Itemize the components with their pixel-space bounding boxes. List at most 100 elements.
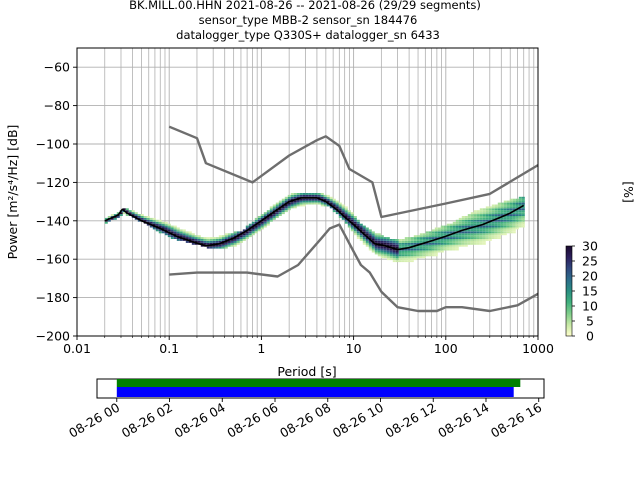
heatmap-cell	[500, 233, 504, 236]
y-axis-label: Power [m²/s⁴/Hz] [dB]	[5, 125, 20, 260]
heatmap-cell	[500, 202, 504, 205]
heatmap-cell	[497, 212, 501, 215]
heatmap-cell	[518, 214, 522, 216]
colorbar-tick-label: 10	[582, 299, 598, 314]
heatmap-cell	[395, 246, 399, 249]
heatmap-cell	[518, 212, 522, 215]
heatmap-cell	[128, 212, 132, 215]
heatmap-cell	[287, 202, 291, 205]
heatmap-cell	[218, 241, 222, 243]
heatmap-cell	[176, 239, 180, 241]
heatmap-cell	[218, 246, 222, 249]
colorbar-tick-label: 5	[586, 314, 594, 329]
heatmap-cell	[158, 225, 162, 228]
heatmap-cell	[290, 200, 294, 203]
heatmap-cell	[290, 196, 294, 199]
heatmap-cell	[521, 212, 525, 215]
heatmap-cell	[323, 202, 327, 205]
heatmap-cell	[407, 244, 411, 247]
heatmap-cell	[368, 235, 372, 238]
colorbar-label: [%]	[621, 181, 636, 203]
heatmap-cell	[167, 223, 171, 226]
heatmap-cell	[512, 221, 516, 224]
heatmap-cell	[125, 214, 129, 216]
heatmap-cell	[284, 196, 288, 199]
heatmap-cell	[329, 198, 333, 201]
heatmap-cell	[440, 227, 444, 230]
heatmap-cell	[452, 223, 456, 226]
heatmap-cell	[317, 193, 321, 195]
heatmap-cell	[266, 216, 270, 218]
heatmap-cell	[389, 258, 393, 261]
heatmap-cell	[461, 235, 465, 238]
heatmap-cell	[404, 252, 408, 255]
heatmap-cell	[272, 208, 276, 211]
heatmap-cell	[356, 231, 360, 234]
heatmap-cell	[281, 202, 285, 205]
heatmap-cell	[509, 208, 513, 211]
heatmap-cell	[461, 227, 465, 230]
heatmap-cell	[518, 204, 522, 207]
heatmap-cell	[290, 202, 294, 205]
heatmap-cell	[506, 206, 510, 209]
timeline-bar-psd	[116, 387, 514, 397]
heatmap-cell	[377, 242, 381, 245]
heatmap-cell	[392, 248, 396, 251]
heatmap-cell	[482, 210, 486, 213]
heatmap-cell	[392, 258, 396, 261]
heatmap-cell	[137, 216, 141, 218]
heatmap-cell	[251, 233, 255, 236]
heatmap-cell	[155, 221, 159, 224]
heatmap-cell	[215, 239, 219, 241]
heatmap-cell	[509, 200, 513, 203]
heatmap-cell	[197, 241, 201, 243]
heatmap-cell	[137, 219, 141, 222]
heatmap-cell	[149, 221, 153, 224]
heatmap-cell	[308, 202, 312, 205]
heatmap-cell	[470, 217, 474, 220]
heatmap-cell	[248, 229, 252, 232]
heatmap-cell	[371, 235, 375, 238]
heatmap-cell	[461, 219, 465, 222]
heatmap-cell	[368, 237, 372, 239]
heatmap-cell	[467, 214, 471, 216]
heatmap-cell	[170, 225, 174, 228]
heatmap-cell	[347, 214, 351, 216]
heatmap-cell	[239, 239, 243, 241]
heatmap-cell	[194, 235, 198, 238]
x-tick-label: 10	[346, 341, 362, 356]
heatmap-cell	[395, 250, 399, 253]
heatmap-cell	[461, 237, 465, 239]
heatmap-cell	[485, 217, 489, 220]
heatmap-cell	[374, 244, 378, 247]
heatmap-cell	[494, 206, 498, 209]
heatmap-cell	[149, 219, 153, 222]
heatmap-cell	[488, 225, 492, 228]
heatmap-cell	[314, 202, 318, 205]
heatmap-cell	[302, 194, 306, 197]
heatmap-cell	[494, 210, 498, 213]
heatmap-cell	[488, 208, 492, 211]
heatmap-cell	[173, 225, 177, 228]
heatmap-cell	[491, 229, 495, 232]
heatmap-cell	[143, 219, 147, 222]
heatmap-cell	[461, 223, 465, 226]
heatmap-cell	[284, 204, 288, 207]
heatmap-cell	[122, 208, 126, 211]
heatmap-cell	[401, 248, 405, 251]
heatmap-cell	[425, 239, 429, 241]
heatmap-cell	[518, 219, 522, 222]
heatmap-cell	[431, 248, 435, 251]
heatmap-cell	[446, 227, 450, 230]
heatmap-cell	[350, 229, 354, 232]
heatmap-cell	[290, 193, 294, 195]
heatmap-cell	[503, 229, 507, 232]
heatmap-cell	[251, 231, 255, 234]
heatmap-cell	[443, 241, 447, 243]
heatmap-cell	[488, 217, 492, 220]
heatmap-cell	[200, 239, 204, 241]
heatmap-cell	[479, 242, 483, 245]
heatmap-cell	[422, 252, 426, 255]
heatmap-cell	[293, 193, 297, 195]
